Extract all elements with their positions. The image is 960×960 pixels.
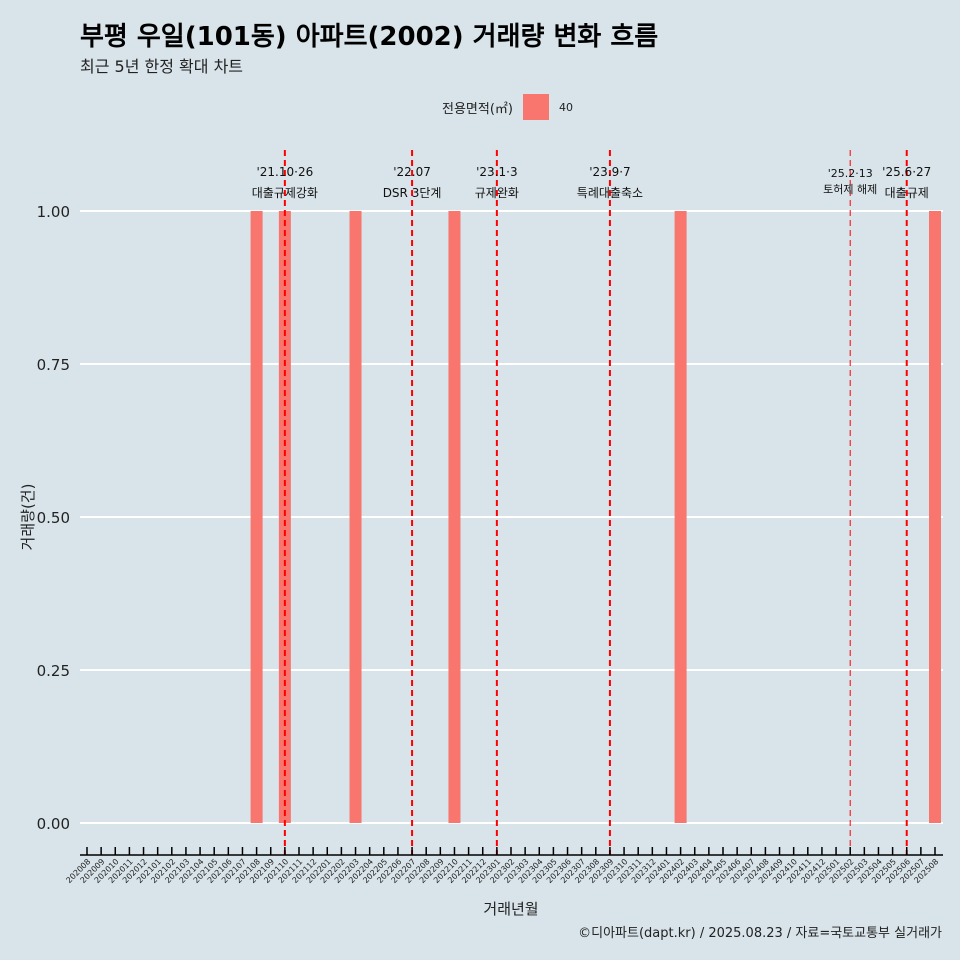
y-tick-label: 0.50 (37, 509, 70, 527)
y-tick-label: 1.00 (37, 203, 70, 221)
bar (250, 211, 263, 823)
event-label: 특례대출축소 (577, 186, 643, 200)
event-label: 토허제 해제 (823, 182, 877, 196)
legend-title: 전용면적(㎡) (442, 101, 513, 117)
y-tick-label: 0.00 (37, 815, 70, 833)
event-label: DSR 3단계 (383, 186, 442, 200)
chart-title: 부평 우일(101동) 아파트(2002) 거래량 변화 흐름 (80, 22, 659, 52)
event-date: '23.9·7 (589, 165, 630, 179)
chart-subtitle: 최근 5년 한정 확대 차트 (80, 57, 244, 76)
y-tick-label: 0.75 (37, 356, 70, 374)
legend-swatch (522, 94, 549, 120)
y-axis-title: 거래량(건) (19, 484, 37, 551)
bar (448, 211, 461, 823)
event-date: '22.07 (393, 165, 431, 179)
bar (349, 211, 362, 823)
bar (929, 211, 941, 823)
legend: 전용면적(㎡) 40 (442, 94, 573, 120)
event-date: '23.1·3 (476, 165, 517, 179)
bar (278, 211, 291, 823)
legend-label: 40 (558, 100, 573, 114)
event-date: '25.2·13 (828, 167, 873, 180)
event-label: 대출규제 (885, 186, 929, 200)
event-date: '21.10·26 (256, 165, 313, 179)
bar (674, 211, 687, 823)
event-date: '25.6·27 (882, 165, 931, 179)
event-label: 대출규제강화 (252, 186, 318, 200)
x-axis-title: 거래년월 (483, 900, 538, 918)
caption: ©디아파트(dapt.kr) / 2025.08.23 / 자료=국토교통부 실… (578, 926, 942, 941)
event-label: 규제완화 (475, 186, 519, 200)
y-tick-label: 0.25 (37, 662, 70, 680)
